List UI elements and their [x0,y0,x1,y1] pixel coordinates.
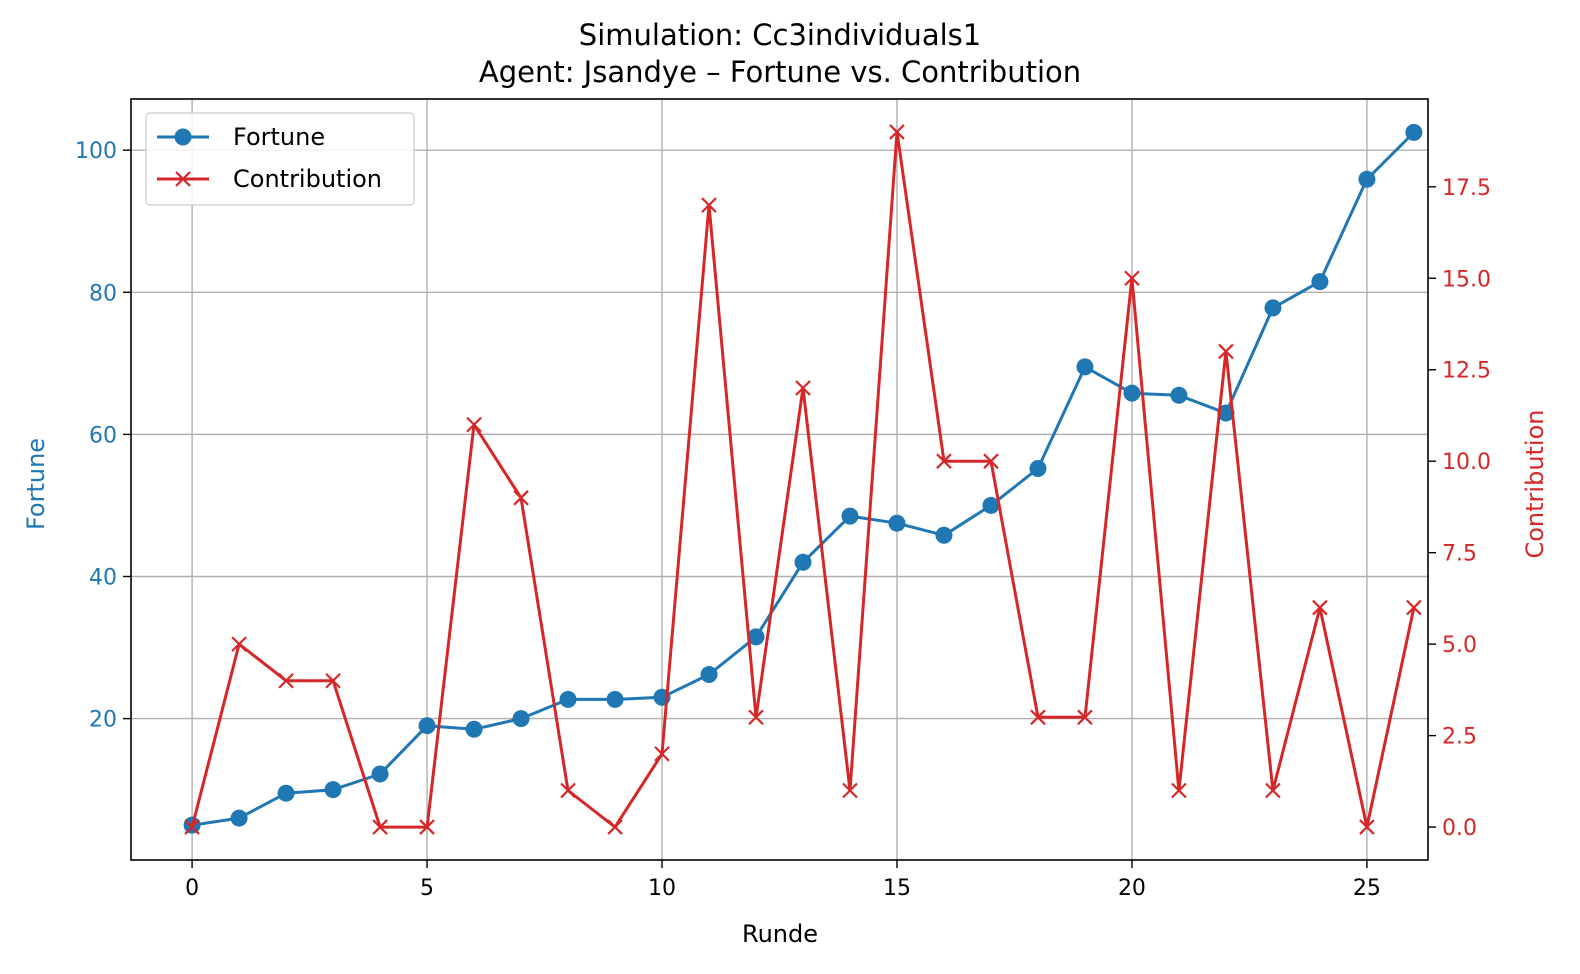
axis-ticks: 0 5 10 15 20 25 20 40 60 80 100 0.0 2.5 5.0 7.5 10.0 12.… [75,139,1491,901]
legend-fortune-marker [174,128,192,146]
fortune-point [465,720,483,738]
contribution-point [701,197,717,213]
contribution-point [325,672,341,689]
fortune-point [935,526,953,544]
x-tick-label: 25 [1353,876,1381,901]
chart-subtitle: Agent: Jsandye – Fortune vs. Contributio… [479,55,1081,89]
contribution-point [1030,709,1046,726]
contribution-point [184,819,200,835]
contribution-point [983,453,999,469]
y-right-tick-label: 5.0 [1442,633,1477,658]
fortune-point [1123,384,1141,402]
x-tick-label: 20 [1118,876,1146,901]
contribution-point [466,416,482,433]
legend-box [145,112,415,206]
contribution-point [1077,709,1093,726]
plot-frame [130,98,1429,861]
fortune-series-line [191,131,1415,827]
series-layer [183,123,1423,835]
contribution-point [1265,782,1281,799]
contribution-point [231,636,247,652]
y-right-tick-label: 10.0 [1442,450,1491,475]
contribution-point [607,819,623,835]
contribution-point [513,490,529,506]
fortune-point [1405,123,1423,141]
fortune-point [700,666,718,684]
fortune-point [230,809,248,827]
fortune-point [324,781,342,799]
grid [131,99,1428,860]
contribution-point [889,124,905,140]
y-axis-label-right: Contribution [1521,409,1549,558]
y-right-tick-label: 0.0 [1442,816,1477,841]
contribution-point [936,453,952,469]
contribution-point [795,380,811,396]
fortune-point [371,765,389,783]
y-left-tick-label: 100 [75,139,117,164]
contribution-point [372,819,388,835]
x-tick-label: 15 [883,876,911,901]
fortune-point [418,717,436,735]
y-left-tick-label: 80 [89,281,117,306]
contribution-point [278,672,294,689]
fortune-point [1029,459,1047,477]
fortune-point [277,784,295,802]
contribution-point [748,709,764,726]
y-right-tick-label: 7.5 [1442,542,1477,567]
x-tick-label: 0 [185,876,199,901]
fortune-point [1217,404,1235,422]
legend-contribution-marker [175,171,191,187]
fortune-point [1264,299,1282,317]
fortune-point [747,628,765,646]
legend-fortune-label: Fortune [233,123,325,151]
fortune-point [606,690,624,708]
y-right-tick-label: 2.5 [1442,725,1477,750]
chart-title: Simulation: Cc3individuals1 [579,18,981,52]
fortune-point [888,514,906,532]
y-axis-label-left: Fortune [22,438,50,530]
fortune-point [794,553,812,571]
fortune-point [512,710,530,728]
y-left-tick-label: 20 [89,708,117,733]
fortune-point [559,690,577,708]
contribution-point [1312,599,1328,616]
fortune-point [1311,273,1329,291]
contribution-point [560,782,576,799]
contribution-point [1406,599,1422,616]
legend: Fortune Contribution [145,112,415,206]
contribution-series-line [190,130,1416,829]
x-axis-label: Runde [742,920,818,948]
fortune-point [1170,386,1188,404]
fortune-point [982,496,1000,514]
contribution-point [1124,270,1140,287]
contribution-point [654,746,670,762]
y-right-tick-label: 17.5 [1442,176,1491,201]
fortune-point [841,507,859,525]
y-left-tick-label: 40 [89,565,117,590]
x-tick-label: 5 [420,876,434,901]
legend-contribution-label: Contribution [233,165,382,193]
y-left-tick-label: 60 [89,423,117,448]
contribution-point [1171,782,1187,799]
contribution-point [419,819,435,835]
contribution-point [1218,343,1234,360]
y-right-tick-label: 15.0 [1442,267,1491,292]
y-right-tick-label: 12.5 [1442,359,1491,384]
fortune-point [1076,358,1094,376]
x-tick-label: 10 [648,876,676,901]
contribution-point [1359,819,1375,835]
contribution-point [842,782,858,799]
fortune-point [1358,170,1376,188]
